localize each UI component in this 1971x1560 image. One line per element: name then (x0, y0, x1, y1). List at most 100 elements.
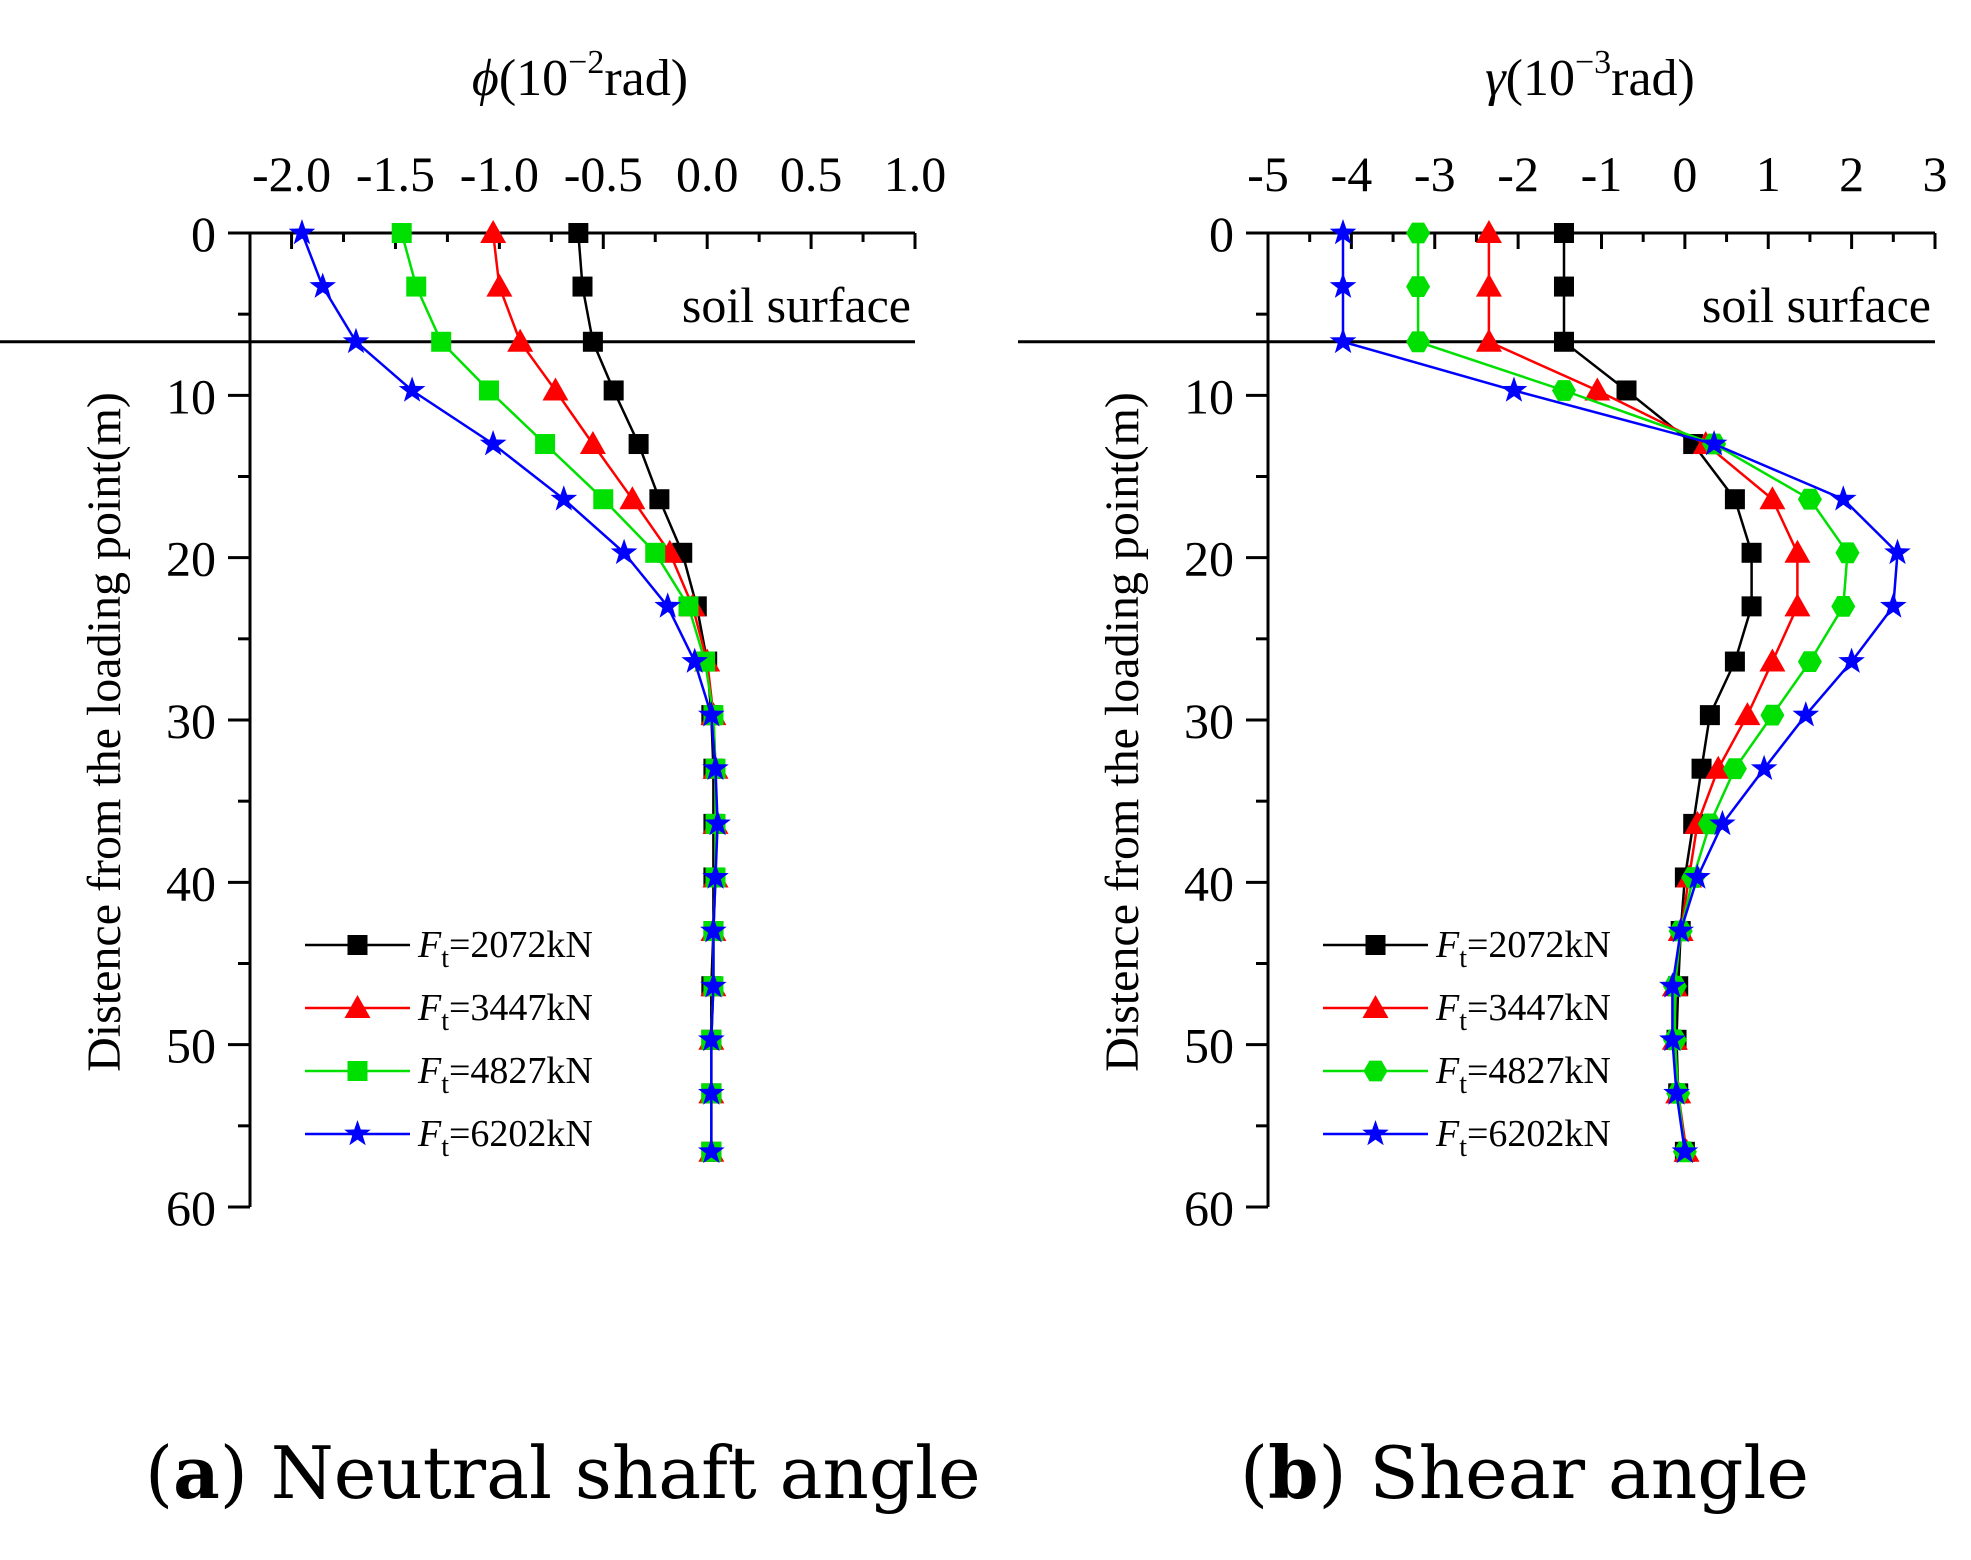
panel-b-data-point (1699, 705, 1720, 726)
panel-a-y-tick-label: 30 (166, 693, 216, 749)
panel-b-legend-label-subscript: t (1459, 1069, 1467, 1100)
panel-b-data-point (1724, 489, 1745, 510)
panel-b-data-point (1741, 542, 1762, 563)
panel-a-y-tick-label: 40 (166, 855, 216, 911)
panel-a-data-point (698, 1025, 725, 1052)
panel-a-data-point (486, 273, 513, 297)
panel-b-data-point (1659, 1025, 1686, 1052)
panel-b-y-axis-title: Distence from the loading point(m) (1096, 392, 1149, 1072)
panel-b-data-point (1553, 331, 1574, 352)
panel-a-y-axis-title: Distence from the loading point(m) (78, 392, 131, 1072)
panel-b-legend-label: Ft=2072kN (1435, 924, 1611, 974)
panel-a-legend-label-symbol: F (417, 987, 442, 1029)
panel-a-data-point (309, 272, 336, 298)
panel-a-data-point (582, 331, 603, 352)
panel-a-legend-label-value: =4827kN (449, 1050, 593, 1092)
panel-b-legend-label: Ft=6202kN (1435, 1113, 1611, 1163)
panel-b-y-tick-label: 50 (1184, 1018, 1234, 1074)
panel-a-data-point (700, 972, 727, 998)
panel-a-data-point (698, 1137, 725, 1164)
panel-a-data-point (649, 489, 670, 510)
panel-a-data-point (480, 220, 507, 243)
panel-b-x-axis-title: γ(10−3rad) (1485, 44, 1695, 107)
panel-b-legend-marker (1362, 1120, 1389, 1146)
panel-b-legend-label-value: =3447kN (1467, 987, 1611, 1029)
panel-a-x-tick-label: 0.0 (676, 146, 739, 202)
panel-b-x-tick-label: -3 (1414, 146, 1456, 202)
panel-a-y-tick-label: 50 (166, 1018, 216, 1074)
panel-a-data-point (628, 434, 649, 455)
panel-b-data-point (1667, 917, 1694, 943)
panel-b-x-axis-exponent: −3 (1575, 44, 1611, 81)
panel-a-x-axis-unit: (10 (499, 50, 568, 107)
panel-a-soil-surface-label: soil surface (682, 277, 911, 333)
panel-b-data-point (1406, 331, 1431, 353)
panel-a-data-point (478, 380, 499, 401)
panel-b-legend-label-value: =2072kN (1467, 924, 1611, 966)
panel-a-data-point (681, 647, 708, 673)
panel-a-legend-marker (344, 1120, 371, 1146)
panel-a-x-tick-label: -1.5 (356, 146, 435, 202)
panel-a-x-axis-title: ϕ(10−2rad) (472, 44, 688, 107)
panel-b-data-point (1475, 328, 1502, 352)
panel-b-data-point (1760, 704, 1785, 726)
panel-b-legend-label: Ft=3447kN (1435, 987, 1611, 1037)
panel-b-data-point (1616, 380, 1637, 401)
panel-b-legend-label-value: =4827kN (1467, 1050, 1611, 1092)
panel-a-data-point (342, 327, 370, 354)
panel-a-y-tick-label: 20 (166, 531, 216, 587)
panel-a-x-tick-label: 1.0 (884, 146, 947, 202)
panel-a-series-line (300, 232, 719, 1152)
panel-a-x-axis-exponent: −2 (568, 44, 604, 81)
panel-b-y-tick-label: 0 (1209, 206, 1234, 262)
panel-a-legend-marker (347, 935, 368, 955)
panel-a-legend-label: Ft=3447kN (417, 987, 593, 1037)
panel-b-data-point (1500, 376, 1528, 402)
panel-a-x-axis-tail: rad) (604, 50, 688, 107)
panel-a-legend-label: Ft=4827kN (417, 1050, 593, 1100)
panel-a-data-point (579, 431, 606, 455)
panel-b-legend-label-subscript: t (1459, 1006, 1467, 1037)
panel-b-data-point (1406, 276, 1431, 297)
panel-a-data-point (507, 328, 534, 352)
panel-b-data-point (1700, 430, 1728, 456)
panel-a-legend-label-symbol: F (417, 1050, 442, 1092)
panel-a-series-line (577, 232, 715, 1152)
panel-a-y-tick-label: 0 (191, 206, 216, 262)
panel-b-legend-label-value: =6202kN (1467, 1113, 1611, 1155)
panel-b-shear-angle: -5 -4 -3 -2 -1 0 1 2 30102030405060γ(10−3rad)Dis… (1018, 44, 1948, 1236)
panel-a-y-tick-label: 10 (166, 368, 216, 424)
panel-b-data-point (1552, 380, 1576, 401)
panel-b-x-tick-label: 3 (1923, 146, 1948, 202)
panel-b-data-point (1750, 754, 1778, 780)
panel-a-data-point (698, 701, 725, 727)
panel-a-legend-label: Ft=2072kN (417, 924, 593, 974)
panel-a-y-tick-label: 60 (166, 1180, 216, 1236)
panel-b-series-line (1341, 233, 1899, 1152)
panel-b-x-tick-label: -4 (1331, 146, 1373, 202)
panel-b-data-point (1691, 758, 1712, 779)
panel-b-data-point (1784, 593, 1811, 617)
panel-a-x-tick-label: 0.5 (780, 146, 843, 202)
panel-a-x-axis-symbol: ϕ (472, 50, 499, 107)
panel-a-data-point (603, 380, 624, 401)
panel-b-legend-label-symbol: F (1435, 924, 1460, 966)
panel-a-legend-label-subscript: t (441, 943, 449, 974)
panel-a-data-point (654, 592, 681, 618)
panel-b-data-point (1705, 755, 1732, 779)
panel-a-data-point (288, 219, 316, 245)
panel-a-legend-label-value: =6202kN (449, 1113, 593, 1155)
panel-a-x-tick-label: -2.0 (252, 146, 331, 202)
caption-b-letter: b (1268, 1430, 1319, 1515)
panel-b-data-point (1329, 219, 1357, 245)
panel-b-y-tick-label: 60 (1184, 1180, 1234, 1236)
panel-b-data-point (1880, 592, 1907, 618)
panel-a-data-point (700, 917, 727, 943)
panel-b-data-point (1797, 488, 1822, 510)
panel-b-y-tick-label: 30 (1184, 693, 1234, 749)
panel-b-x-tick-label: -5 (1247, 146, 1289, 202)
panel-b-x-tick-label: -1 (1581, 146, 1623, 202)
panel-a-data-point (704, 809, 731, 836)
